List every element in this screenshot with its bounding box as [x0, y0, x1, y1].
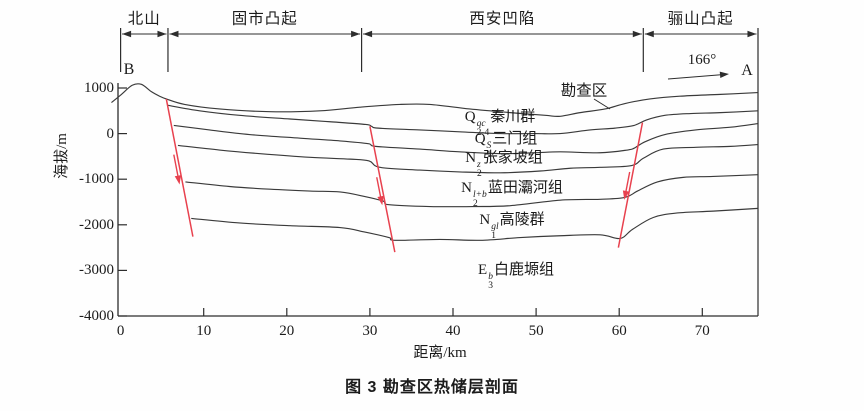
- arrowhead: [747, 30, 757, 38]
- strata-label-2: Q S 1 三门组: [474, 130, 538, 160]
- section-label-1: 北山: [127, 10, 161, 28]
- x-tick-label: 60: [611, 322, 627, 339]
- endpoint-a-label: A: [741, 62, 753, 80]
- survey-area-leader: [593, 98, 611, 110]
- x-tick-label: 10: [196, 322, 212, 339]
- x-tick-label: 70: [694, 322, 710, 339]
- bearing-arrow: [667, 73, 725, 80]
- x-tick-label: 0: [116, 322, 125, 339]
- y-tick-label: -1000: [79, 170, 114, 187]
- arrowhead: [351, 30, 361, 38]
- y-tick-label: -3000: [79, 262, 114, 279]
- arrowhead: [377, 195, 384, 206]
- fault-line-F1: [165, 98, 194, 237]
- x-tick-label: 40: [445, 322, 461, 339]
- section-label-2: 固市凸起: [231, 10, 298, 28]
- arrowhead: [622, 190, 630, 200]
- horizon-base-gaoling: [191, 207, 759, 241]
- y-tick-label: 1000: [84, 79, 114, 96]
- arrowhead: [169, 30, 179, 38]
- fault-slip-arrow: [625, 171, 631, 193]
- endpoint-b-label: B: [123, 61, 135, 79]
- x-tick-label: 20: [279, 322, 295, 339]
- figure-caption: 图 3 勘查区热储层剖面: [345, 379, 519, 397]
- arrowhead: [644, 30, 654, 38]
- horizon-base-qinchuan: [167, 104, 759, 135]
- fault-line-F3: [617, 122, 644, 248]
- arrowhead: [157, 30, 167, 38]
- section-label-4: 骊山凸起: [667, 10, 734, 28]
- arrowhead: [363, 30, 373, 38]
- horizon-base-sanmen: [173, 122, 759, 155]
- horizon-ground-surface: [111, 83, 759, 117]
- y-tick-label: -2000: [79, 216, 114, 233]
- bearing-label: 166°: [687, 51, 717, 68]
- fault-slip-arrow: [376, 177, 382, 198]
- horizon-base-zhangjiapo: [177, 143, 759, 174]
- arrowhead: [719, 71, 729, 79]
- y-axis-title: 海拔/m: [53, 133, 70, 179]
- arrowhead: [174, 175, 182, 185]
- arrowhead: [122, 30, 132, 38]
- fault-slip-arrow: [173, 154, 179, 177]
- fault-line-F2: [369, 126, 396, 253]
- horizon-base-lantian-bahe: [185, 174, 759, 208]
- x-tick-label: 50: [528, 322, 544, 339]
- arrowhead: [632, 30, 642, 38]
- section-label-3: 西安凹陷: [469, 10, 536, 28]
- survey-area-label: 勘查区: [560, 82, 608, 100]
- x-tick-label: 30: [362, 322, 378, 339]
- y-tick-label: 0: [106, 125, 115, 142]
- x-axis-title: 距离/km: [413, 344, 467, 361]
- y-tick-label: -4000: [79, 307, 114, 324]
